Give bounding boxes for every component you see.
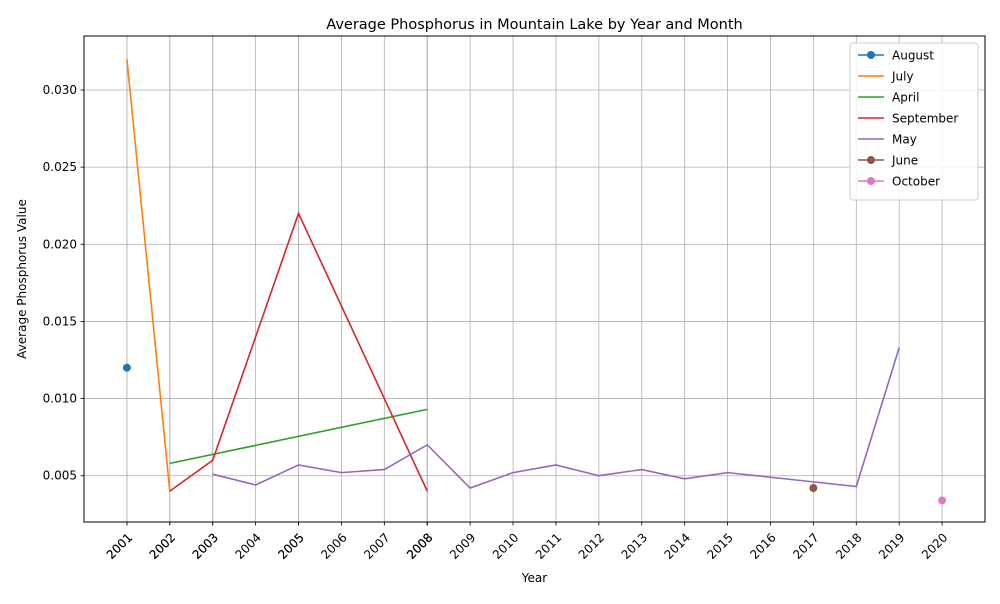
data-point [809,484,818,493]
legend-entry: September [858,112,958,126]
legend: August July April September May June October [849,42,979,201]
legend-label: April [892,91,919,105]
legend-label: June [891,154,918,168]
series-july [126,59,171,492]
series-line [169,211,428,492]
series-layer [122,59,947,505]
series-line [169,408,428,465]
y-tick-label: 0.025 [43,160,77,174]
legend-entry: April [858,91,919,105]
data-point [122,363,131,372]
series-line [212,347,900,489]
series-september [169,211,428,492]
grid-layer [84,36,985,522]
y-tick-label: 0.005 [43,469,77,483]
series-june [809,484,818,493]
plot-frame [83,35,986,523]
data-point [938,496,947,505]
y-tick-label: 0.020 [43,237,77,251]
y-tick-label: 0.030 [43,83,77,97]
legend-label: September [892,112,958,126]
series-august [122,363,131,372]
legend-swatch-marker [867,177,875,185]
y-axis-label: Average Phosphorus Value [15,199,29,359]
series-may [212,347,900,489]
series-october [938,496,947,505]
legend-entry: July [858,70,914,84]
legend-label: August [892,49,934,63]
legend-label: May [892,133,917,147]
legend-entry: October [858,175,940,189]
series-line [126,59,171,492]
legend-swatch-marker [867,156,875,164]
y-tick-label: 0.015 [43,314,77,328]
legend-label: July [891,70,914,84]
legend-swatch-marker [867,51,875,59]
legend-entry: June [858,154,918,168]
y-tick-label: 0.010 [43,392,77,406]
chart-title: Average Phosphorus in Mountain Lake by Y… [326,17,743,33]
legend-entry: August [858,49,934,63]
legend-entry: May [858,133,917,147]
legend-label: October [892,175,940,189]
series-april [169,408,428,465]
x-axis-label: Year [521,571,547,585]
